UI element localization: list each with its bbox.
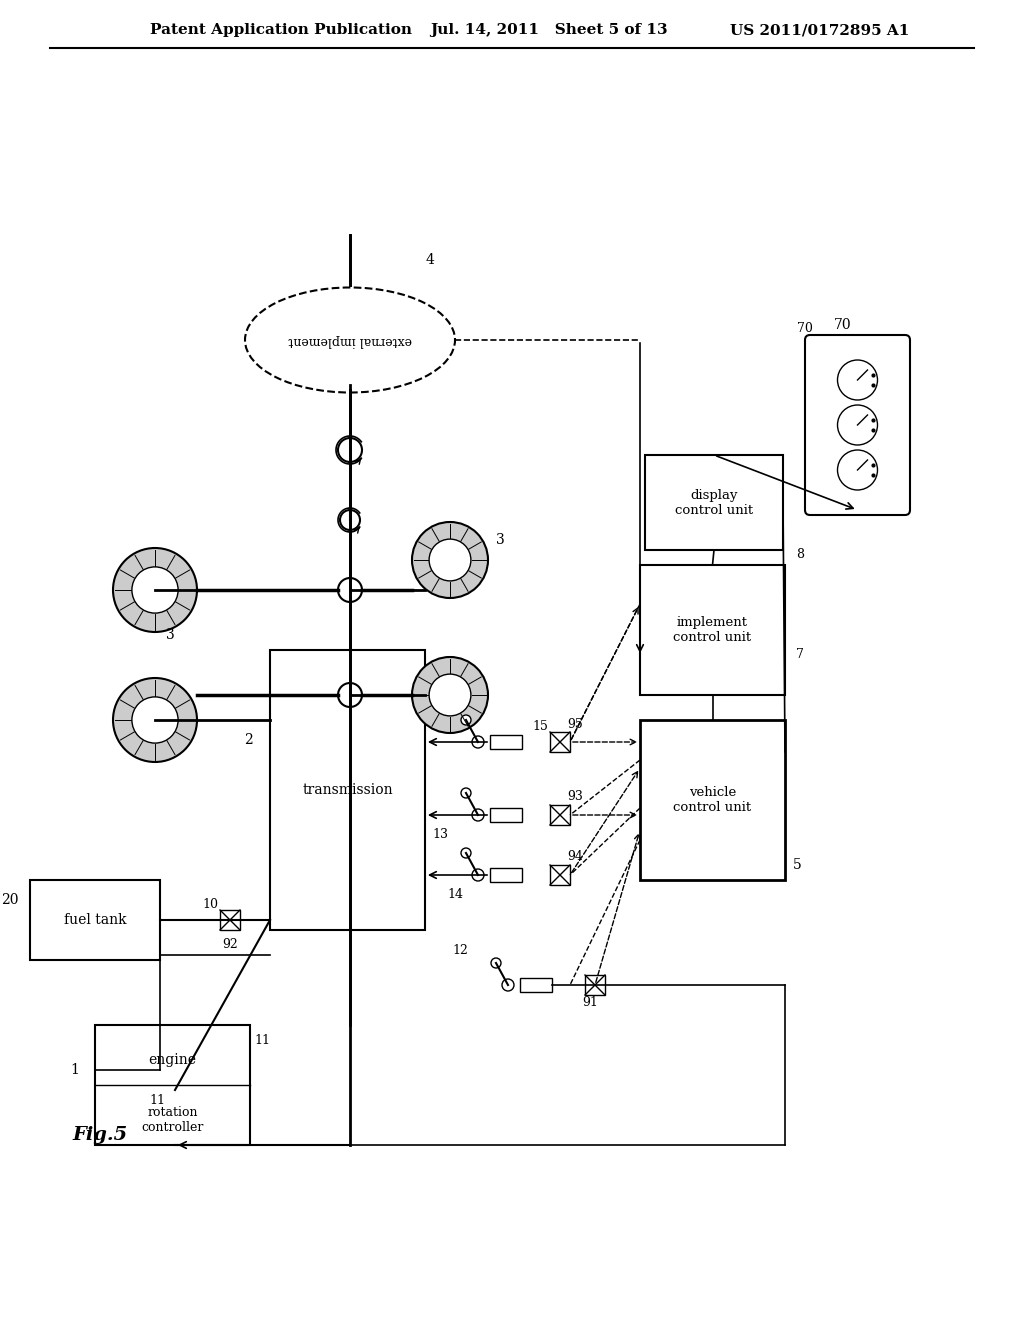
Circle shape bbox=[113, 678, 197, 762]
Circle shape bbox=[472, 809, 484, 821]
Text: Fig.5: Fig.5 bbox=[73, 1126, 128, 1144]
Circle shape bbox=[412, 521, 488, 598]
Bar bbox=[30, 880, 160, 960]
Text: implement
control unit: implement control unit bbox=[674, 616, 752, 644]
Circle shape bbox=[340, 510, 360, 531]
Text: fuel tank: fuel tank bbox=[63, 913, 126, 927]
Circle shape bbox=[338, 682, 362, 708]
Text: engine: engine bbox=[148, 1053, 197, 1067]
Text: US 2011/0172895 A1: US 2011/0172895 A1 bbox=[730, 22, 909, 37]
Text: 8: 8 bbox=[796, 549, 804, 561]
Bar bbox=[95, 1026, 250, 1144]
Bar bbox=[490, 735, 522, 748]
Circle shape bbox=[338, 438, 362, 462]
Circle shape bbox=[838, 360, 878, 400]
Bar bbox=[550, 805, 570, 825]
Text: 10: 10 bbox=[202, 899, 218, 912]
Circle shape bbox=[472, 869, 484, 880]
Text: 7: 7 bbox=[796, 648, 804, 661]
Text: 93: 93 bbox=[567, 791, 583, 804]
Bar bbox=[220, 909, 240, 931]
Bar bbox=[550, 865, 570, 884]
Text: Jul. 14, 2011   Sheet 5 of 13: Jul. 14, 2011 Sheet 5 of 13 bbox=[430, 22, 668, 37]
Bar bbox=[645, 455, 783, 550]
Text: 20: 20 bbox=[1, 894, 18, 907]
Circle shape bbox=[461, 788, 471, 799]
Circle shape bbox=[502, 979, 514, 991]
Text: 70: 70 bbox=[797, 322, 813, 334]
Text: 13: 13 bbox=[432, 829, 449, 842]
Circle shape bbox=[461, 715, 471, 725]
Text: rotation
controller: rotation controller bbox=[141, 1106, 204, 1134]
Text: transmission: transmission bbox=[302, 783, 393, 797]
FancyBboxPatch shape bbox=[805, 335, 910, 515]
Bar bbox=[520, 978, 552, 993]
Circle shape bbox=[113, 548, 197, 632]
Text: 94: 94 bbox=[567, 850, 583, 863]
Circle shape bbox=[838, 405, 878, 445]
Bar bbox=[550, 733, 570, 752]
Bar bbox=[585, 975, 605, 995]
Text: external implement: external implement bbox=[288, 334, 412, 346]
Text: display
control unit: display control unit bbox=[675, 488, 753, 516]
Text: 11: 11 bbox=[254, 1034, 270, 1047]
Text: 5: 5 bbox=[793, 858, 802, 873]
Text: 91: 91 bbox=[582, 995, 598, 1008]
Circle shape bbox=[461, 847, 471, 858]
Bar bbox=[640, 719, 785, 880]
Text: 15: 15 bbox=[532, 721, 548, 734]
Text: 11: 11 bbox=[150, 1093, 166, 1106]
Circle shape bbox=[838, 450, 878, 490]
Text: 3: 3 bbox=[496, 533, 505, 546]
Text: 1: 1 bbox=[71, 1063, 80, 1077]
Circle shape bbox=[338, 578, 362, 602]
Circle shape bbox=[412, 657, 488, 733]
Bar bbox=[640, 565, 785, 696]
Circle shape bbox=[490, 958, 501, 968]
Bar bbox=[490, 808, 522, 822]
Text: Patent Application Publication: Patent Application Publication bbox=[150, 22, 412, 37]
Text: 70: 70 bbox=[834, 318, 851, 333]
Text: 14: 14 bbox=[447, 888, 463, 902]
Text: 92: 92 bbox=[222, 939, 238, 952]
Circle shape bbox=[132, 697, 178, 743]
Text: 4: 4 bbox=[426, 253, 434, 267]
Text: 95: 95 bbox=[567, 718, 583, 730]
Circle shape bbox=[472, 737, 484, 748]
Bar bbox=[490, 869, 522, 882]
Bar bbox=[270, 649, 425, 931]
Text: vehicle
control unit: vehicle control unit bbox=[674, 785, 752, 814]
Circle shape bbox=[132, 566, 178, 612]
Circle shape bbox=[429, 675, 471, 715]
Text: 2: 2 bbox=[244, 733, 252, 747]
Text: 12: 12 bbox=[452, 944, 468, 957]
Circle shape bbox=[429, 539, 471, 581]
Text: 3: 3 bbox=[166, 628, 174, 642]
